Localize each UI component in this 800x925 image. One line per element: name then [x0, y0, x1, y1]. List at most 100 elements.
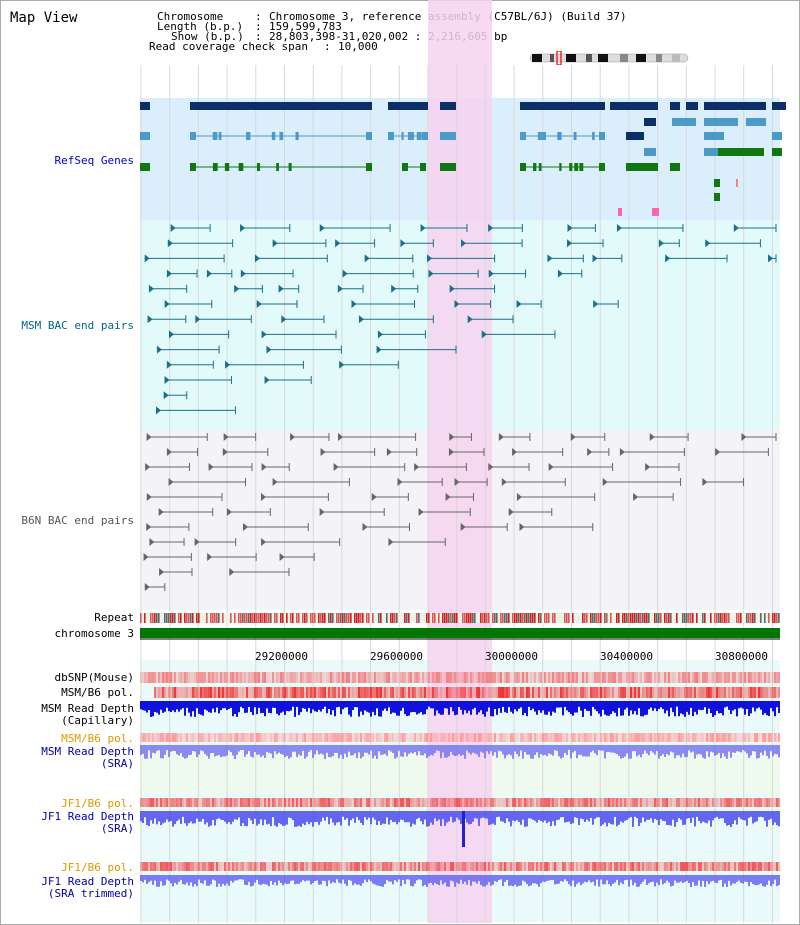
heat-cell: [574, 798, 576, 807]
depth-bar: [314, 811, 316, 823]
chromosome-ideogram[interactable]: [528, 51, 690, 65]
depth-bar: [670, 745, 672, 752]
depth-bar: [724, 701, 726, 708]
track-label-msm-b6-pol-1[interactable]: MSM/B6 pol.: [61, 686, 134, 699]
depth-bar: [278, 701, 280, 716]
repeat-mark: [600, 613, 602, 623]
depth-bar: [208, 875, 210, 886]
track-label-msm-depth-cap[interactable]: MSM Read Depth (Capillary): [41, 702, 134, 727]
depth-bar: [404, 811, 406, 823]
repeat-mark: [166, 613, 168, 623]
heat-cell: [370, 798, 372, 807]
depth-bar: [154, 811, 156, 819]
depth-bar: [286, 811, 288, 825]
depth-bar: [386, 811, 388, 818]
heat-cell: [202, 672, 204, 683]
gene-exon: [772, 132, 782, 140]
depth-bar: [202, 811, 204, 819]
depth-bar: [706, 701, 708, 714]
track-label-jf1-depth-sra[interactable]: JF1 Read Depth (SRA): [41, 810, 134, 835]
depth-bar: [706, 745, 708, 752]
depth-bar: [464, 745, 466, 759]
track-label-dbsnp[interactable]: dbSNP(Mouse): [54, 671, 134, 684]
depth-bar: [538, 875, 540, 887]
heat-cell: [662, 733, 664, 742]
bac-end: [461, 239, 467, 248]
depth-bar: [458, 745, 460, 755]
heat-cell: [474, 733, 476, 742]
bac-end: [364, 254, 370, 263]
heat-cell: [558, 672, 560, 683]
repeat-track[interactable]: [140, 613, 780, 623]
track-label-msm-depth-sra[interactable]: MSM Read Depth (SRA): [41, 745, 134, 770]
heat-cell: [660, 733, 662, 742]
heat-cell: [178, 733, 180, 742]
heat-cell: [338, 798, 340, 807]
heat-cell: [288, 733, 290, 742]
depth-bar: [326, 745, 328, 753]
heat-cell: [280, 798, 282, 807]
depth-bar: [274, 701, 276, 708]
repeat-mark: [198, 613, 200, 623]
depth-bar: [352, 745, 354, 756]
heat-cell: [358, 798, 360, 807]
depth-bar: [646, 701, 648, 715]
repeat-mark: [416, 613, 418, 623]
track-label-jf1-depth-trim[interactable]: JF1 Read Depth (SRA trimmed): [41, 875, 134, 900]
track-label-jf1-b6-pol-2[interactable]: JF1/B6 pol.: [61, 861, 134, 874]
track-label-b6n-bac[interactable]: B6N BAC end pairs: [21, 514, 134, 527]
heat-cell: [492, 798, 494, 807]
heat-cell: [734, 672, 736, 683]
depth-bar: [350, 875, 352, 881]
heat-cell: [510, 862, 512, 871]
track-label-repeat[interactable]: Repeat: [94, 611, 134, 624]
depth-bar: [740, 701, 742, 708]
depth-bar: [486, 875, 488, 885]
heat-cell: [246, 733, 248, 742]
heat-cell: [262, 687, 264, 698]
heat-cell: [334, 798, 336, 807]
depth-bar: [746, 811, 748, 826]
depth-bar: [228, 745, 230, 751]
heat-cell: [304, 733, 306, 742]
depth-bar: [758, 875, 760, 885]
depth-bar: [744, 745, 746, 752]
heat-cell: [708, 687, 710, 698]
heat-cell: [566, 733, 568, 742]
depth-bar: [376, 701, 378, 709]
repeat-mark: [354, 613, 356, 623]
depth-bar: [410, 745, 412, 753]
depth-bar: [304, 875, 306, 882]
track-label-jf1-b6-pol-1[interactable]: JF1/B6 pol.: [61, 797, 134, 810]
depth-bar: [610, 701, 612, 715]
heat-cell: [152, 733, 154, 742]
bac-end: [658, 239, 664, 248]
heat-cell: [302, 672, 304, 683]
heat-cell: [182, 798, 184, 807]
heat-cell: [274, 672, 276, 683]
chromosome-bar[interactable]: [140, 628, 780, 638]
depth-bar: [440, 875, 442, 881]
depth-bar: [300, 811, 302, 827]
depth-bar: [774, 745, 776, 754]
track-label-chromosome[interactable]: chromosome 3: [54, 627, 134, 640]
track-label-refseq[interactable]: RefSeq Genes: [54, 154, 134, 167]
heat-cell: [528, 733, 530, 742]
repeat-mark: [526, 613, 528, 623]
heat-cell: [578, 687, 580, 698]
track-label-msm-b6-pol-2[interactable]: MSM/B6 pol.: [61, 732, 134, 745]
heat-cell: [156, 672, 158, 683]
track-label-msm-bac[interactable]: MSM BAC end pairs: [21, 319, 134, 332]
depth-bar: [498, 811, 500, 817]
depth-bar: [648, 745, 650, 756]
highlight-region[interactable]: [428, 0, 492, 923]
depth-bar: [398, 811, 400, 823]
heat-cell: [156, 862, 158, 871]
heat-cell: [506, 687, 508, 698]
bac-end: [166, 269, 172, 278]
data-tracks[interactable]: [140, 0, 780, 925]
depth-bar: [246, 701, 248, 713]
